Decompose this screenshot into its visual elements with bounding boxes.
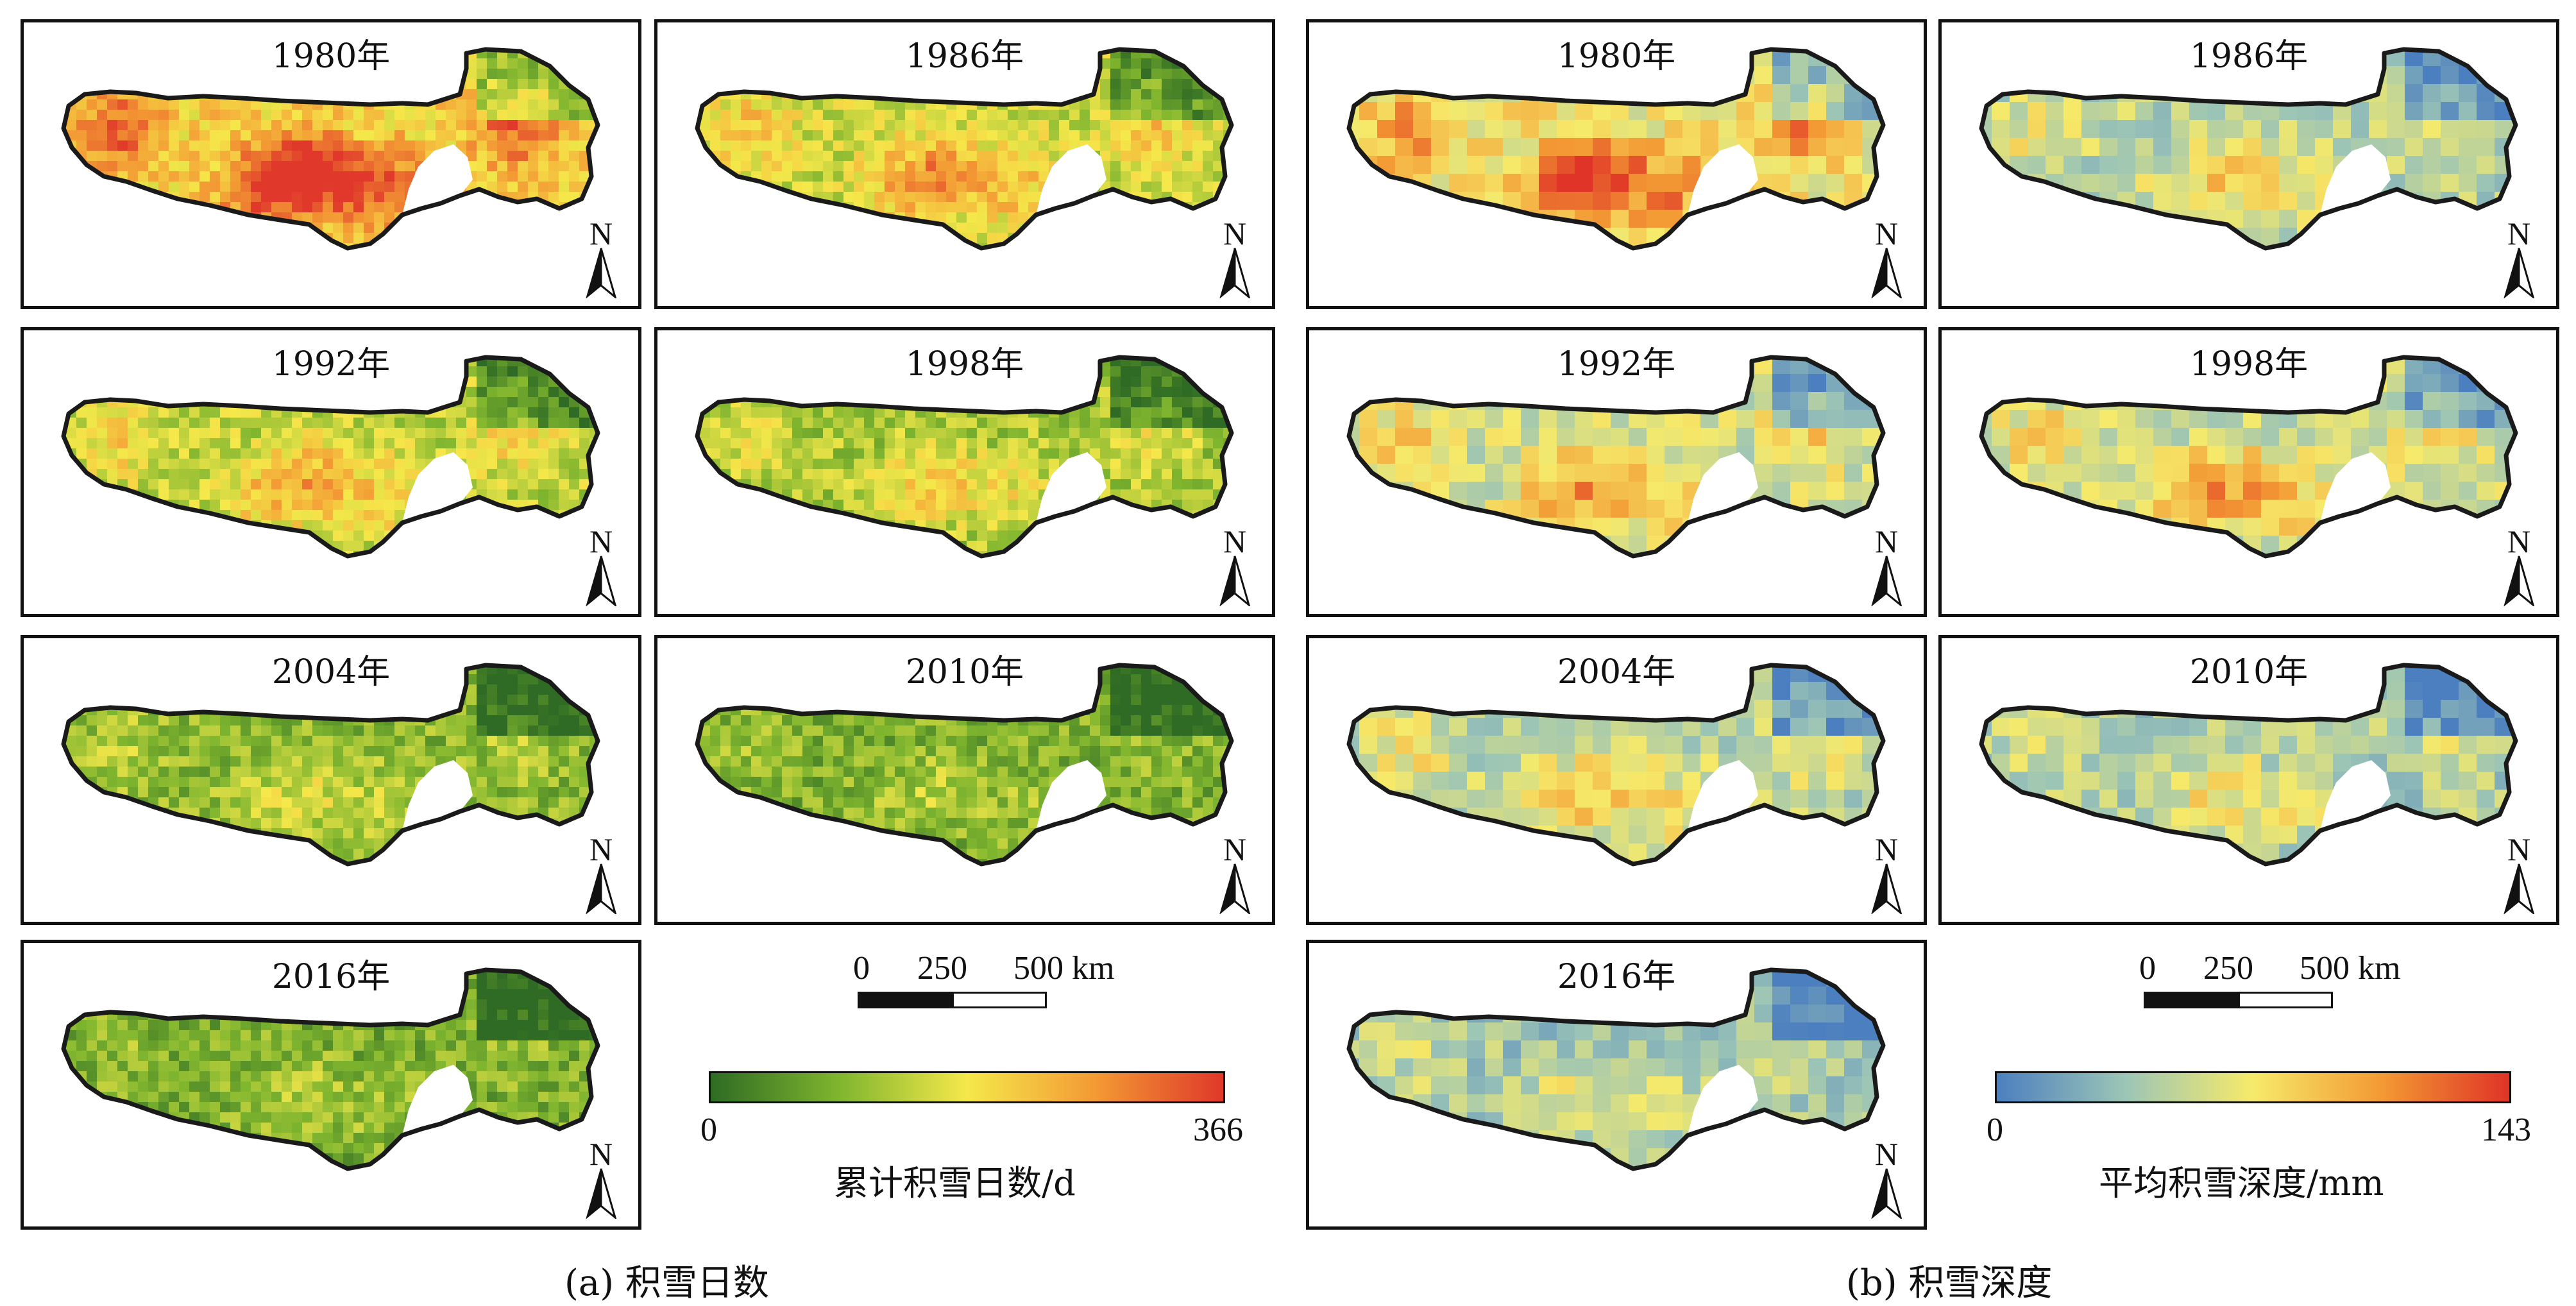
snow-raster [1974, 356, 2531, 572]
panel-year-label: 2004年 [24, 645, 638, 693]
snow-raster [690, 48, 1244, 264]
north-arrow-icon [1867, 1167, 1906, 1219]
scale-label-0: 0 [853, 949, 870, 987]
scale-bar-black-segment [2144, 992, 2240, 1008]
panel-year-label: 1992年 [24, 337, 638, 385]
color-legend-b [1995, 1071, 2511, 1103]
scale-bar-b: 0 250 500 km [2139, 949, 2409, 1026]
snow-raster [56, 356, 611, 572]
color-legend-a [709, 1071, 1225, 1103]
scale-bar-white-segment [952, 992, 1047, 1008]
map-panel-b-1986: 1986年 N [1938, 19, 2559, 309]
legend-max-label: 143 [2481, 1111, 2531, 1149]
snow-raster [690, 664, 1244, 880]
north-arrow-icon [582, 555, 620, 606]
map-panel-a-1986: 1986年 N [654, 19, 1275, 309]
map-panel-a-2010: 2010年 N [654, 635, 1275, 925]
map-panel-a-2016: 2016年 N [21, 940, 641, 1230]
legend-title: 累计积雪日数/d [834, 1155, 1076, 1205]
snow-raster [1974, 48, 2531, 264]
snow-raster [1341, 969, 1899, 1185]
scale-bar-a: 0 250 500 km [853, 949, 1123, 1026]
map-panel-a-1992: 1992年 N [21, 327, 641, 617]
north-arrow: N [582, 1135, 620, 1219]
north-arrow-icon [582, 863, 620, 914]
north-arrow: N [1216, 831, 1254, 914]
north-arrow: N [2500, 523, 2538, 606]
north-arrow-icon [582, 1167, 620, 1219]
north-arrow: N [1867, 1135, 1906, 1219]
panel-year-label: 2016年 [24, 949, 638, 997]
north-arrow: N [1867, 215, 1906, 298]
north-arrow: N [1216, 215, 1254, 298]
snow-raster [1341, 48, 1899, 264]
panel-year-label: 2004年 [1309, 645, 1924, 693]
north-arrow-icon [2500, 555, 2538, 606]
scale-label-250: 250 [917, 949, 967, 987]
north-arrow-icon [1867, 247, 1906, 298]
map-panel-b-1992: 1992年 N [1306, 327, 1927, 617]
panel-year-label: 1980年 [1309, 29, 1924, 77]
map-panel-b-1980: 1980年 N [1306, 19, 1927, 309]
north-arrow: N [1867, 831, 1906, 914]
panel-year-label: 1998年 [657, 337, 1272, 385]
north-arrow: N [582, 831, 620, 914]
panel-year-label: 1986年 [657, 29, 1272, 77]
snow-raster [1341, 664, 1899, 880]
scale-label-500: 500 km [2300, 949, 2400, 987]
map-panel-b-2004: 2004年 N [1306, 635, 1927, 925]
map-panel-a-1998: 1998年 N [654, 327, 1275, 617]
snow-raster [56, 664, 611, 880]
scale-label-250: 250 [2203, 949, 2253, 987]
north-arrow-icon [1216, 247, 1254, 298]
north-arrow-icon [1216, 555, 1254, 606]
legend-min-label: 0 [1987, 1111, 2003, 1149]
legend-max-label: 366 [1193, 1111, 1243, 1149]
map-panel-b-1998: 1998年 N [1938, 327, 2559, 617]
panel-year-label: 1992年 [1309, 337, 1924, 385]
legend-title: 平均积雪深度/mm [2099, 1155, 2384, 1205]
north-arrow: N [582, 523, 620, 606]
scale-label-0: 0 [2139, 949, 2156, 987]
north-arrow: N [1867, 523, 1906, 606]
map-panel-a-1980: 1980年 N [21, 19, 641, 309]
scale-label-500: 500 km [1013, 949, 1114, 987]
north-arrow-icon [1867, 863, 1906, 914]
snow-raster [1341, 356, 1899, 572]
snow-raster [1974, 664, 2531, 880]
legend-min-label: 0 [700, 1111, 717, 1149]
map-panel-a-2004: 2004年 N [21, 635, 641, 925]
north-arrow: N [2500, 831, 2538, 914]
north-arrow: N [2500, 215, 2538, 298]
scale-bar-black-segment [858, 992, 954, 1008]
north-arrow-icon [1216, 863, 1254, 914]
north-arrow-icon [1867, 555, 1906, 606]
north-arrow: N [1216, 523, 1254, 606]
panel-year-label: 1986年 [1942, 29, 2556, 77]
panel-year-label: 2016年 [1309, 949, 1924, 997]
snow-raster [56, 969, 611, 1185]
panel-year-label: 2010年 [657, 645, 1272, 693]
north-arrow-icon [2500, 863, 2538, 914]
north-arrow: N [582, 215, 620, 298]
snow-raster [690, 356, 1244, 572]
north-arrow-icon [2500, 247, 2538, 298]
panel-year-label: 1980年 [24, 29, 638, 77]
snow-raster [56, 48, 611, 264]
north-arrow-icon [582, 247, 620, 298]
map-panel-b-2016: 2016年 N [1306, 940, 1927, 1230]
panel-year-label: 2010年 [1942, 645, 2556, 693]
caption-b: (b) 积雪深度 [1846, 1254, 2052, 1306]
caption-a: (a) 积雪日数 [564, 1254, 769, 1306]
map-panel-b-2010: 2010年 N [1938, 635, 2559, 925]
scale-bar-white-segment [2238, 992, 2333, 1008]
panel-year-label: 1998年 [1942, 337, 2556, 385]
